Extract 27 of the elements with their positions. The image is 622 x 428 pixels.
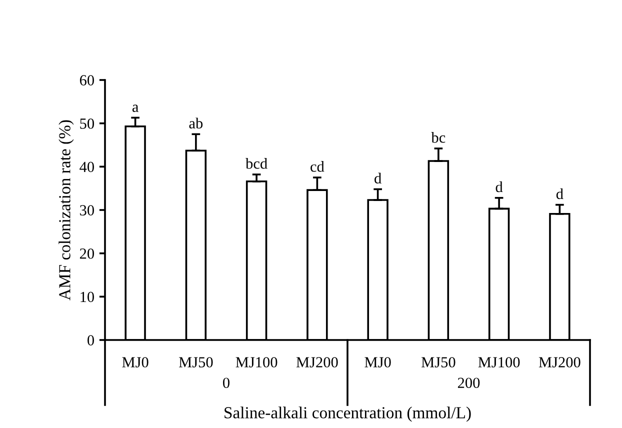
y-axis-title: AMF colonization rate (%) [58,120,74,300]
y-tick-label: 50 [80,118,94,129]
y-tick-label: 60 [80,75,94,86]
x-axis-title: Saline-alkali concentration (mmol/L) [224,406,471,422]
y-tick-label: 10 [80,292,94,302]
text: 0 [223,378,230,388]
x-tick-label: MJ50 [421,357,456,368]
x-tick-label: MJ100 [478,357,520,368]
x-tick-label: MJ200 [538,357,580,368]
x-tick-label: MJ0 [364,357,391,368]
x-tick-label: MJ100 [236,357,278,368]
x-tick-label: MJ0 [122,357,148,368]
x-tick-label: MJ200 [296,357,338,368]
annotation: bc [431,132,446,143]
annotation: d [556,188,564,200]
annotation: a [132,104,138,112]
annotation: ab [189,118,203,128]
y-tick-label: 20 [80,248,94,259]
annotation: cd [310,161,324,172]
text: 200 [458,378,480,388]
annotation: d [496,181,503,192]
annotation: d [374,172,382,184]
x-tick-label: MJ50 [178,357,213,368]
y-tick-label: 0 [88,335,94,346]
annotation: bcd [246,158,268,169]
y-tick-label: 30 [80,205,94,216]
y-tick-label: 40 [80,162,94,172]
